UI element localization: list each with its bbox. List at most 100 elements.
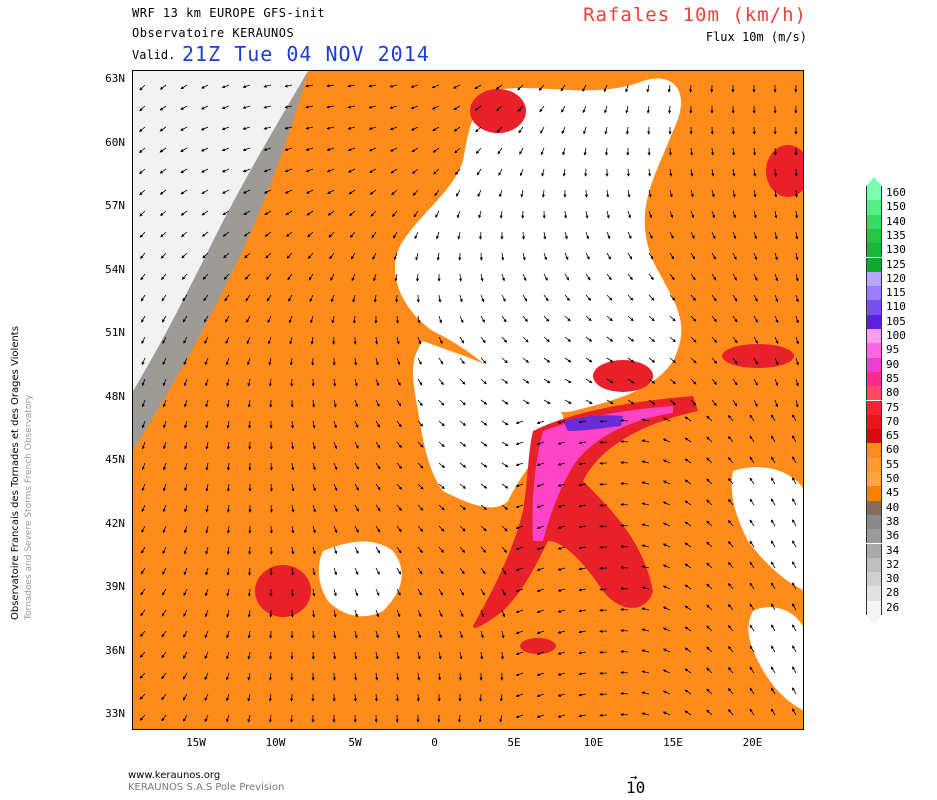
colorbar-swatch: [866, 429, 882, 444]
wind-arrow: [438, 483, 445, 490]
wind-arrow: [711, 231, 716, 240]
wind-arrow: [160, 252, 167, 259]
wind-arrow: [247, 672, 251, 681]
wind-arrow: [389, 84, 398, 88]
wind-arrow: [684, 668, 692, 674]
wind-arrow: [668, 147, 672, 156]
wind-arrow: [375, 546, 381, 554]
wind-arrow: [368, 105, 377, 109]
gust-zone-calm-west: [133, 71, 308, 391]
wind-arrow: [515, 504, 524, 509]
wind-arrow: [557, 693, 566, 697]
wind-arrow: [641, 481, 650, 485]
wind-arrow: [690, 168, 694, 177]
land-calm-balkans: [748, 607, 803, 710]
wind-arrow: [368, 147, 377, 152]
wind-arrow: [375, 336, 379, 345]
wind-arrow: [774, 315, 779, 324]
wind-arrow: [474, 105, 482, 111]
wind-arrow: [540, 126, 545, 134]
wind-arrow: [727, 582, 734, 590]
wind-arrow: [163, 420, 167, 429]
wind-arrow: [417, 588, 422, 596]
wind-arrow: [347, 126, 356, 130]
wind-arrow: [774, 336, 779, 345]
wind-arrow: [753, 399, 758, 408]
wind-arrow: [415, 252, 419, 261]
wind-arrow: [627, 399, 635, 405]
wind-arrow: [536, 441, 545, 446]
wind-arrow: [668, 105, 672, 114]
wind-arrow: [389, 105, 398, 109]
wind-arrow: [412, 189, 419, 196]
side-caption-english: Tornadoes and Severe Storms French Obser…: [24, 394, 34, 620]
wind-arrow: [459, 357, 465, 365]
gust-zone-violet: [563, 415, 623, 431]
wind-arrow: [752, 147, 757, 156]
wind-arrow: [753, 294, 758, 302]
wind-arrow: [347, 147, 356, 152]
wind-arrow: [396, 525, 402, 533]
wind-arrow: [770, 477, 776, 485]
latitude-label: 39N: [105, 580, 125, 593]
wind-arrow: [662, 438, 671, 443]
wind-arrow: [226, 567, 230, 576]
wind-arrow: [395, 693, 400, 702]
wind-arrow: [161, 315, 167, 323]
wind-arrow: [226, 525, 230, 534]
colorbar-swatch: [866, 457, 882, 472]
wind-arrow: [163, 441, 167, 450]
wind-arrow: [499, 210, 503, 219]
wind-arrow: [662, 543, 671, 548]
wind-arrow: [480, 546, 487, 553]
wind-arrow: [354, 504, 359, 512]
wind-arrow: [599, 671, 608, 675]
wind-arrow: [517, 105, 524, 112]
wind-arrow: [578, 567, 587, 571]
wind-arrow: [370, 210, 377, 217]
wind-arrow: [706, 520, 713, 527]
wind-arrow: [641, 439, 650, 443]
wind-arrow: [269, 483, 273, 492]
wind-arrow: [515, 609, 524, 614]
wind-arrow: [727, 687, 734, 695]
wind-arrow: [770, 456, 776, 464]
wind-arrow: [141, 315, 146, 323]
wind-arrow: [204, 693, 209, 702]
wind-arrow: [290, 588, 295, 597]
wind-arrow: [140, 294, 146, 302]
wind-arrow: [268, 714, 272, 723]
wind-arrow: [184, 399, 188, 408]
wind-arrow: [459, 651, 463, 660]
wind-arrow: [564, 273, 570, 281]
wind-arrow: [498, 168, 503, 176]
wind-arrow: [201, 210, 209, 216]
wind-arrow: [268, 357, 272, 366]
wind-arrow: [223, 273, 230, 280]
wind-arrow: [352, 294, 356, 303]
wind-arrow: [139, 105, 146, 112]
wind-arrow: [200, 126, 209, 131]
wind-arrow: [515, 525, 524, 530]
wind-arrow: [706, 541, 713, 548]
wind-arrow: [438, 546, 445, 554]
wind-arrow: [410, 126, 419, 131]
wind-arrow: [417, 483, 424, 490]
wind-arrow: [162, 357, 167, 366]
wind-arrow: [205, 399, 209, 408]
wind-arrow: [291, 462, 295, 471]
wind-arrow: [536, 672, 545, 677]
colorbar-label: 55: [886, 457, 900, 471]
wind-arrow: [243, 231, 251, 237]
wind-arrow: [732, 210, 736, 219]
wind-arrow: [543, 399, 551, 405]
wind-arrow: [536, 525, 545, 530]
wind-arrow: [648, 399, 656, 405]
wind-arrow: [455, 168, 461, 176]
wind-arrow: [263, 126, 272, 130]
wind-arrow: [501, 546, 508, 553]
wind-arrow: [375, 420, 380, 428]
wind-arrow: [599, 566, 608, 570]
wind-arrow: [354, 630, 358, 639]
wind-arrow: [291, 546, 295, 555]
